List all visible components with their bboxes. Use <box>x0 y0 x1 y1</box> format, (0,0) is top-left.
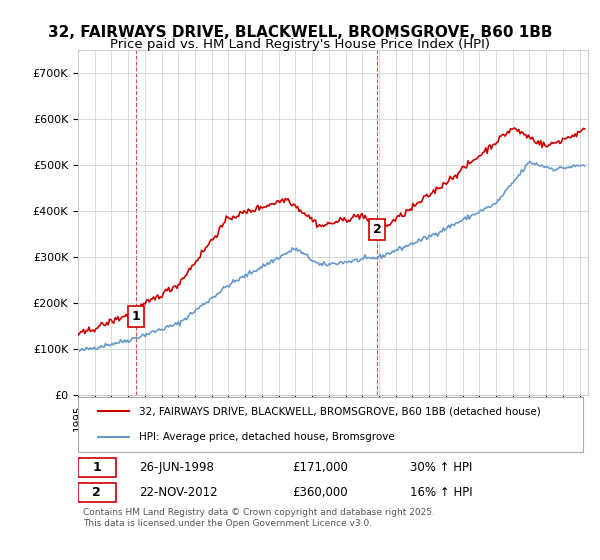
FancyBboxPatch shape <box>78 397 583 451</box>
Text: 1: 1 <box>132 310 140 323</box>
Text: 22-NOV-2012: 22-NOV-2012 <box>139 486 218 499</box>
Text: 1: 1 <box>92 461 101 474</box>
Text: Contains HM Land Registry data © Crown copyright and database right 2025.
This d: Contains HM Land Registry data © Crown c… <box>83 508 435 528</box>
FancyBboxPatch shape <box>78 459 116 477</box>
Text: HPI: Average price, detached house, Bromsgrove: HPI: Average price, detached house, Brom… <box>139 432 395 442</box>
Text: 30% ↑ HPI: 30% ↑ HPI <box>409 461 472 474</box>
Text: 2: 2 <box>373 223 382 236</box>
Text: £171,000: £171,000 <box>292 461 348 474</box>
FancyBboxPatch shape <box>78 483 116 502</box>
Text: 2: 2 <box>92 486 101 499</box>
Text: 32, FAIRWAYS DRIVE, BLACKWELL, BROMSGROVE, B60 1BB: 32, FAIRWAYS DRIVE, BLACKWELL, BROMSGROV… <box>48 25 552 40</box>
Text: 32, FAIRWAYS DRIVE, BLACKWELL, BROMSGROVE, B60 1BB (detached house): 32, FAIRWAYS DRIVE, BLACKWELL, BROMSGROV… <box>139 407 541 417</box>
Text: 26-JUN-1998: 26-JUN-1998 <box>139 461 214 474</box>
Text: 16% ↑ HPI: 16% ↑ HPI <box>409 486 472 499</box>
Text: £360,000: £360,000 <box>292 486 348 499</box>
Text: Price paid vs. HM Land Registry's House Price Index (HPI): Price paid vs. HM Land Registry's House … <box>110 38 490 51</box>
